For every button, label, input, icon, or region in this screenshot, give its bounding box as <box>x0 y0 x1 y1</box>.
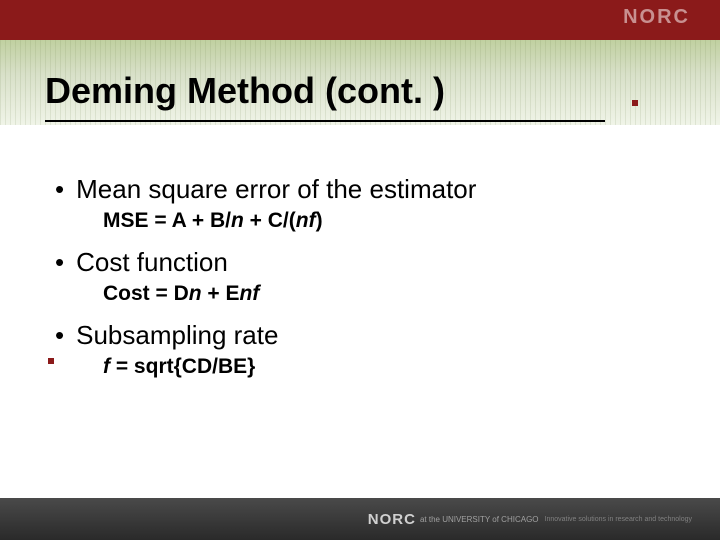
bullet-item: • Mean square error of the estimator <box>55 174 680 205</box>
formula-text: f = sqrt{CD/BE} <box>103 355 680 379</box>
slide-title: Deming Method (cont. ) <box>45 70 675 114</box>
footer-logo: NORC <box>368 511 416 528</box>
decor-dot-2 <box>48 358 54 364</box>
header-logo: NORC <box>623 6 690 29</box>
bullet-item: • Subsampling rate <box>55 320 680 351</box>
footer-tagline: Innovative solutions in research and tec… <box>545 516 692 523</box>
content-area: • Mean square error of the estimator MSE… <box>55 160 680 389</box>
bullet-label: Subsampling rate <box>76 320 278 351</box>
title-area: Deming Method (cont. ) <box>45 70 675 122</box>
footer-bar: NORC at the UNIVERSITY of CHICAGO Innova… <box>0 498 720 540</box>
bullet-dot-icon: • <box>55 247 64 278</box>
bullet-label: Mean square error of the estimator <box>76 174 476 205</box>
header-band: NORC <box>0 0 720 40</box>
title-underline <box>45 120 605 122</box>
formula-text: Cost = Dn + Enf <box>103 282 680 306</box>
formula-text: MSE = A + B/n + C/(nf) <box>103 209 680 233</box>
footer-affiliation: at the UNIVERSITY of CHICAGO <box>420 515 539 524</box>
bullet-item: • Cost function <box>55 247 680 278</box>
bullet-dot-icon: • <box>55 174 64 205</box>
bullet-label: Cost function <box>76 247 228 278</box>
bullet-dot-icon: • <box>55 320 64 351</box>
